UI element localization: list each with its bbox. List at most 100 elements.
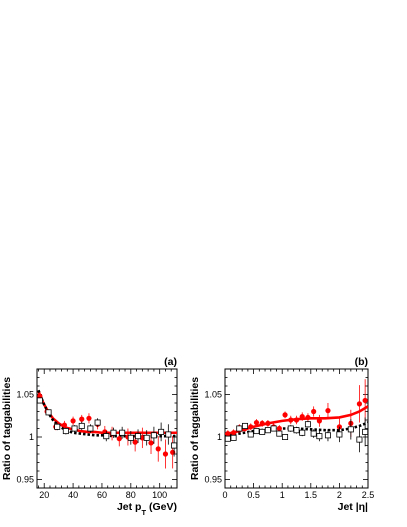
y-tick-label: 0.95 (204, 475, 222, 485)
data-point-black (71, 425, 78, 432)
data-layer (225, 379, 368, 453)
y-tick-label: 0.95 (16, 475, 34, 485)
data-point-red (162, 451, 169, 457)
data-point-black (165, 431, 172, 438)
data-point-red (356, 401, 363, 407)
data-point-black (103, 433, 110, 440)
panel-label: (b) (355, 356, 368, 368)
data-point-black (316, 433, 323, 440)
x-axis-label-unit: (GeV) (146, 501, 177, 513)
data-point-red (288, 417, 294, 423)
data-point-black (135, 433, 142, 440)
data-point-red (155, 446, 161, 452)
x-axis-label-main: Jet p (117, 501, 142, 513)
data-point-red (79, 416, 85, 422)
data-point-black (158, 428, 165, 435)
x-tick-label: 0.5 (247, 490, 260, 500)
data-point-black (225, 435, 231, 442)
y-tick-label: 1.05 (16, 390, 34, 400)
x-tick-label: 80 (126, 490, 136, 500)
data-point-black (347, 426, 354, 433)
data-point-black (37, 397, 43, 404)
data-point-red (253, 419, 260, 426)
x-tick-label: 0 (222, 490, 227, 500)
data-point-red (148, 440, 154, 446)
data-point-black (78, 422, 85, 429)
y-axis-label: Ratio of taggabilities (1, 377, 13, 480)
data-point-red (259, 420, 265, 426)
data-point-red (61, 422, 68, 428)
data-point-black (362, 428, 368, 435)
y-tick-label: 1 (29, 432, 34, 442)
data-point-red (305, 414, 311, 421)
x-tick-label: 2 (337, 490, 342, 500)
data-point-black (356, 436, 363, 443)
data-point-black (45, 409, 52, 416)
x-tick-label: 40 (68, 490, 78, 500)
data-point-black (171, 442, 177, 449)
x-tick-label: 1.5 (305, 490, 318, 500)
data-point-black (287, 425, 294, 432)
x-axis-label-main: Jet |η| (338, 501, 368, 513)
data-point-red (132, 439, 138, 445)
x-axis-label: Jet |η| (338, 501, 368, 513)
x-tick-label: 1 (280, 490, 285, 500)
data-point-red (293, 417, 300, 423)
data-point-black (276, 430, 283, 437)
data-point-black (127, 434, 134, 441)
data-point-red (276, 425, 282, 432)
data-point-red (86, 415, 92, 421)
x-tick-label: 20 (39, 490, 49, 500)
data-point-black (94, 419, 101, 426)
data-point-black (299, 429, 306, 436)
y-tick-label: 1.05 (204, 390, 222, 400)
data-layer (37, 389, 177, 469)
data-point-black (242, 422, 249, 429)
data-point-black (54, 423, 61, 430)
y-axis-label: Ratio of taggabilities (189, 377, 201, 480)
data-point-red (325, 408, 331, 414)
data-point-black (230, 434, 237, 441)
data-point-black (270, 425, 277, 432)
data-point-black (304, 421, 311, 428)
x-axis-label: Jet pT (GeV) (117, 501, 177, 517)
x-axis-label-subscript: T (141, 508, 146, 517)
data-point-red (362, 397, 368, 404)
data-point-black (336, 431, 343, 438)
data-point-red (248, 424, 254, 430)
data-point-red (299, 414, 305, 420)
data-point-black (87, 425, 94, 432)
data-point-red (265, 420, 271, 426)
data-point-black (282, 433, 289, 440)
data-point-black (236, 425, 243, 432)
data-point-red (139, 435, 145, 441)
data-point-black (324, 432, 331, 439)
y-tick-label: 1 (217, 432, 222, 442)
data-point-black (310, 430, 317, 437)
panel-label: (a) (164, 356, 177, 368)
data-point-red (282, 412, 288, 418)
x-tick-label: 100 (152, 490, 167, 500)
data-point-black (143, 434, 150, 441)
data-point-black (247, 431, 254, 438)
data-point-red (70, 418, 76, 424)
data-point-red (311, 408, 317, 415)
data-point-black (253, 428, 260, 435)
x-tick-label: 60 (97, 490, 107, 500)
data-point-black (62, 428, 69, 435)
data-point-black (119, 429, 126, 436)
data-point-black (264, 427, 271, 434)
fit-curve-black-dotted (37, 389, 177, 438)
data-point-red (225, 431, 231, 437)
data-point-red (116, 436, 122, 442)
x-tick-label: 2.5 (362, 490, 375, 500)
data-point-black (150, 432, 157, 439)
data-point-black (293, 427, 300, 434)
data-point-red (230, 430, 237, 436)
data-point-black (259, 428, 266, 435)
data-point-red (316, 418, 322, 424)
data-point-black (110, 429, 117, 436)
